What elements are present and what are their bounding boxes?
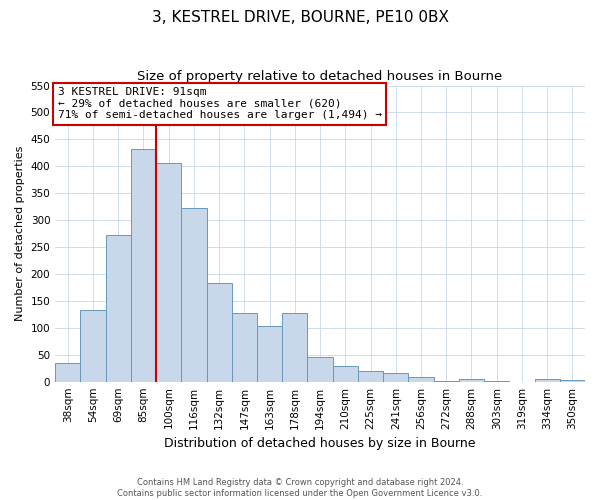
Bar (358, 371, 383, 382)
Bar (80, 310, 106, 382)
Y-axis label: Number of detached properties: Number of detached properties (15, 146, 25, 322)
Bar (181, 208, 206, 382)
X-axis label: Distribution of detached houses by size in Bourne: Distribution of detached houses by size … (164, 437, 476, 450)
Text: Contains HM Land Registry data © Crown copyright and database right 2024.
Contai: Contains HM Land Registry data © Crown c… (118, 478, 482, 498)
Bar (409, 377, 434, 382)
Bar (206, 283, 232, 382)
Bar (282, 313, 307, 382)
Bar (106, 235, 131, 382)
Bar (156, 163, 181, 382)
Bar (232, 313, 257, 382)
Bar (257, 326, 282, 382)
Bar (535, 379, 560, 382)
Title: Size of property relative to detached houses in Bourne: Size of property relative to detached ho… (137, 70, 503, 83)
Text: 3 KESTREL DRIVE: 91sqm
← 29% of detached houses are smaller (620)
71% of semi-de: 3 KESTREL DRIVE: 91sqm ← 29% of detached… (58, 87, 382, 120)
Bar (383, 373, 409, 382)
Bar (484, 381, 509, 382)
Bar (307, 357, 332, 382)
Bar (560, 380, 585, 382)
Bar (131, 149, 156, 382)
Bar (459, 379, 484, 382)
Text: 3, KESTREL DRIVE, BOURNE, PE10 0BX: 3, KESTREL DRIVE, BOURNE, PE10 0BX (151, 10, 449, 25)
Bar (332, 366, 358, 382)
Bar (55, 363, 80, 382)
Bar (434, 381, 459, 382)
